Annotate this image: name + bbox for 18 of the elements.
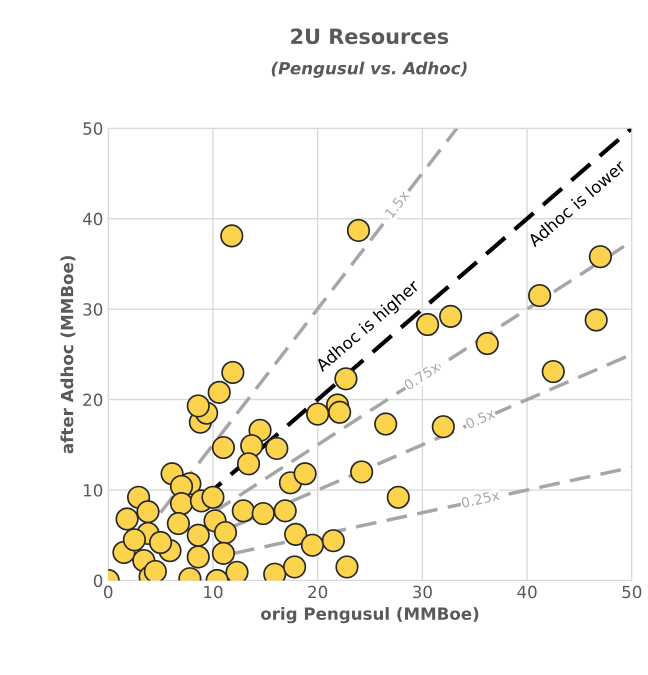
y-tick-label: 40 <box>82 212 102 226</box>
x-tick-label: 20 <box>308 586 328 598</box>
y-tick-label: 50 <box>83 122 102 135</box>
y-tick-label: 20 <box>83 394 102 406</box>
chart-subtitle: (Pengusul vs. Adhoc) <box>272 62 467 78</box>
y-axis-title: after Adhoc (MMBoe) <box>60 256 76 454</box>
x-tick-label: 30 <box>413 586 432 598</box>
text: 0.5x <box>464 408 496 430</box>
chart-title: 2U Resources <box>291 28 448 44</box>
y-tick-label: 10 <box>84 484 102 497</box>
x-axis-title: orig Pengusul (MMBoe) <box>260 607 478 624</box>
x-tick-label: 40 <box>517 586 537 598</box>
x-tick-label: 10 <box>204 586 222 598</box>
y-tick-label: 0 <box>94 574 102 588</box>
x-tick-label: 0 <box>104 586 112 598</box>
y-tick-label: 30 <box>83 303 102 316</box>
text: 0.25x <box>460 490 500 508</box>
x-tick-label: 50 <box>622 586 642 598</box>
